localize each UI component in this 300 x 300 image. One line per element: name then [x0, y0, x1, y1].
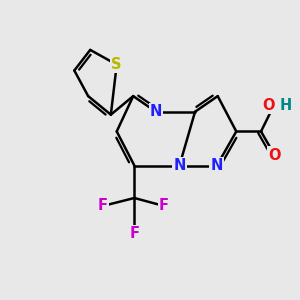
Text: F: F	[159, 198, 169, 213]
Text: F: F	[98, 198, 108, 213]
Text: O: O	[262, 98, 274, 113]
Text: N: N	[173, 158, 186, 173]
Text: N: N	[211, 158, 223, 173]
Text: N: N	[150, 104, 162, 119]
Text: H: H	[280, 98, 292, 113]
Text: S: S	[112, 57, 122, 72]
Text: F: F	[129, 226, 140, 241]
Text: O: O	[268, 148, 281, 163]
